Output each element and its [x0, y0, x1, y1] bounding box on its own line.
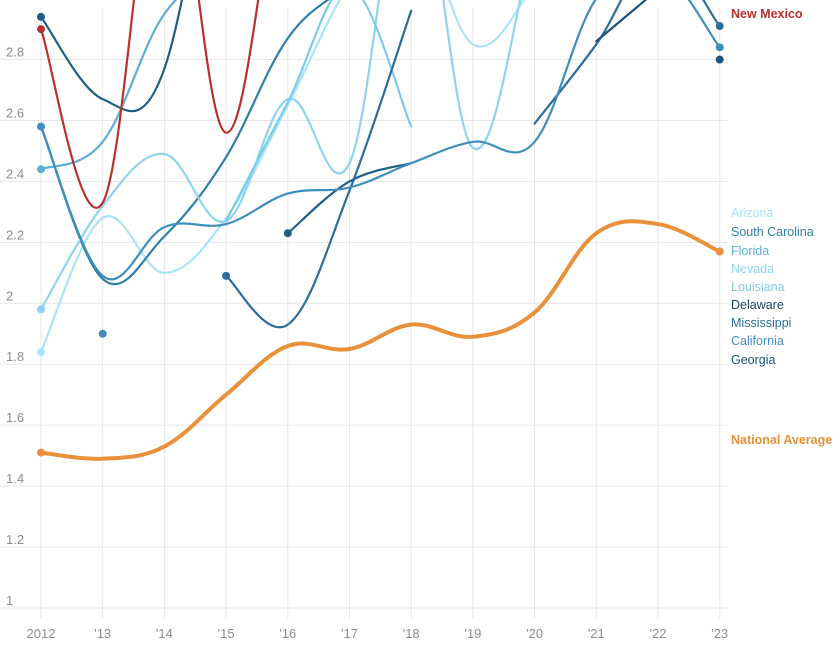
x-tick-label: '14: [156, 626, 173, 641]
series-line-mississippi: [225, 9, 413, 329]
y-tick-label: 1.4: [6, 471, 24, 486]
marker-national-average: [37, 448, 45, 457]
chart-grid: [0, 8, 728, 618]
series-lines: [39, 0, 722, 461]
marker-national-average: [715, 247, 724, 256]
marker-nevada: [37, 305, 45, 314]
series-line-florida: [39, 0, 178, 171]
marker-florida: [37, 165, 45, 174]
y-tick-label: 2.2: [6, 227, 24, 242]
series-label-south-carolina: South Carolina: [731, 225, 814, 239]
series-line-georgia: [595, 0, 648, 43]
marker-new-mexico: [37, 25, 45, 34]
series-end-labels: New Mexico Arizona South Carolina Florida Ne…: [731, 7, 832, 447]
series-line-california: [39, 0, 721, 281]
series-label-nevada: Nevada: [731, 262, 774, 276]
x-tick-label: '22: [650, 626, 667, 641]
x-axis: 2012 '13 '14 '15 '16 '17 '18 '19 '20 '21 '22 '23: [27, 626, 729, 641]
series-label-mississippi: Mississippi: [731, 316, 791, 330]
series-line-delaware: [39, 0, 183, 113]
series-label-national-average: National Average: [731, 433, 832, 447]
y-tick-label: 2: [6, 288, 13, 303]
y-tick-label: 1: [6, 593, 13, 608]
series-label-california: California: [731, 334, 784, 348]
series-markers: [37, 12, 724, 457]
series-line-louisiana: [225, 0, 413, 223]
marker-california: [37, 122, 45, 131]
marker-delaware: [283, 229, 292, 238]
y-tick-label: 2.8: [6, 45, 24, 60]
x-tick-label: '19: [464, 626, 481, 641]
series-line-south-carolina: [39, 0, 330, 286]
marker-arizona: [37, 348, 45, 357]
series-line-arizona: [39, 0, 525, 354]
series-line-mississippi: [533, 0, 721, 125]
y-tick-label: 1.2: [6, 532, 24, 547]
marker-california: [715, 43, 724, 52]
marker-mississippi: [715, 22, 724, 31]
x-tick-label: 2012: [27, 626, 56, 641]
series-label-arizona: Arizona: [731, 206, 773, 220]
x-tick-label: '16: [279, 626, 296, 641]
y-axis: 11.21.41.61.822.22.42.62.833.23.43.63.84…: [6, 45, 24, 608]
marker-mississippi: [222, 271, 231, 280]
y-tick-label: 2.4: [6, 166, 24, 181]
x-tick-label: '23: [711, 626, 728, 641]
marker-delaware: [37, 12, 45, 21]
series-label-louisiana: Louisiana: [731, 280, 785, 294]
x-tick-label: '15: [218, 626, 235, 641]
series-line-national-average: [39, 219, 722, 461]
x-tick-label: '20: [526, 626, 543, 641]
series-line-nevada: [39, 0, 522, 311]
x-tick-label: '18: [403, 626, 420, 641]
series-line-delaware: [286, 162, 413, 235]
series-label-delaware: Delaware: [731, 298, 784, 312]
marker-georgia: [715, 55, 724, 64]
y-tick-label: 1.8: [6, 349, 24, 364]
series-label-georgia: Georgia: [731, 353, 776, 367]
x-tick-label: '21: [588, 626, 605, 641]
series-label-new-mexico: New Mexico: [731, 7, 803, 21]
y-tick-label: 1.6: [6, 410, 24, 425]
x-tick-label: '17: [341, 626, 358, 641]
x-tick-label: '13: [94, 626, 111, 641]
series-label-florida: Florida: [731, 244, 769, 258]
marker-california: [98, 329, 107, 338]
y-tick-label: 2.6: [6, 105, 24, 120]
